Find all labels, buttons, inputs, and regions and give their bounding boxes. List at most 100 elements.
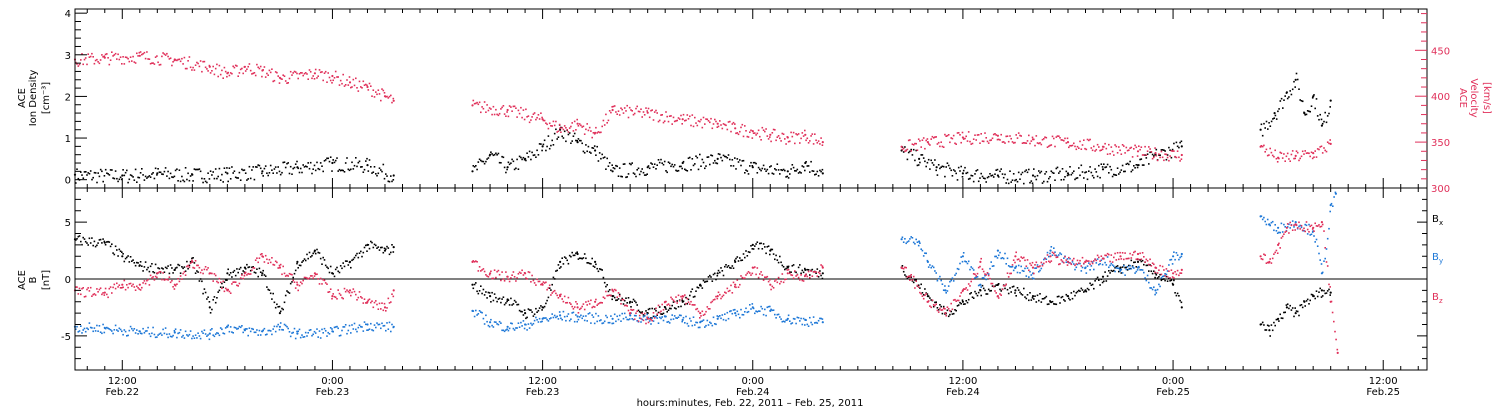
data-point bbox=[719, 293, 721, 296]
data-point bbox=[373, 301, 376, 304]
data-point bbox=[1333, 196, 1335, 198]
data-point bbox=[1026, 294, 1029, 296]
data-point bbox=[573, 132, 576, 135]
time-tick-label: 12:00 bbox=[948, 376, 977, 387]
data-point bbox=[348, 324, 351, 327]
data-point bbox=[224, 70, 227, 73]
sample-point bbox=[699, 283, 702, 286]
data-point bbox=[1135, 266, 1138, 268]
data-point bbox=[88, 322, 91, 324]
data-point bbox=[366, 84, 368, 87]
data-point bbox=[947, 164, 950, 167]
data-point bbox=[637, 110, 640, 113]
data-point bbox=[124, 288, 127, 291]
data-point bbox=[912, 144, 915, 146]
data-point bbox=[490, 270, 492, 273]
data-point bbox=[1321, 223, 1324, 226]
data-point bbox=[1090, 260, 1093, 263]
data-point bbox=[1113, 256, 1115, 259]
data-point bbox=[665, 308, 667, 310]
data-point bbox=[647, 107, 650, 110]
data-point bbox=[542, 119, 545, 122]
data-point bbox=[336, 76, 338, 78]
data-point bbox=[1268, 122, 1270, 124]
data-point bbox=[317, 336, 319, 338]
data-point bbox=[1065, 170, 1068, 173]
sample-point bbox=[611, 108, 614, 112]
data-point bbox=[663, 120, 666, 122]
data-point bbox=[387, 328, 390, 330]
data-point bbox=[99, 168, 102, 171]
data-point bbox=[561, 318, 563, 321]
data-point bbox=[391, 293, 393, 295]
data-point bbox=[385, 248, 387, 250]
data-point bbox=[501, 329, 503, 332]
data-point bbox=[568, 132, 571, 134]
data-point bbox=[1121, 144, 1124, 146]
data-point bbox=[1041, 264, 1044, 267]
data-point bbox=[676, 170, 678, 172]
sample-point bbox=[226, 272, 229, 275]
data-point bbox=[236, 65, 238, 67]
data-point bbox=[597, 303, 600, 305]
data-point bbox=[272, 172, 274, 174]
data-point bbox=[971, 267, 974, 270]
data-point bbox=[492, 277, 495, 280]
data-point bbox=[1148, 281, 1150, 284]
data-point bbox=[747, 173, 750, 175]
data-point bbox=[681, 320, 683, 323]
data-point bbox=[473, 102, 476, 105]
data-point bbox=[1299, 304, 1301, 307]
data-point bbox=[934, 304, 936, 307]
data-point bbox=[1056, 166, 1059, 169]
data-point bbox=[1065, 259, 1068, 261]
data-point bbox=[147, 326, 149, 329]
sample-point bbox=[751, 306, 754, 309]
data-point bbox=[500, 162, 502, 164]
data-point bbox=[83, 171, 86, 173]
data-point bbox=[367, 299, 370, 301]
data-point bbox=[249, 177, 252, 180]
data-point bbox=[739, 130, 741, 133]
data-point bbox=[796, 316, 799, 319]
data-point bbox=[1271, 220, 1274, 223]
data-point bbox=[229, 178, 232, 180]
data-point bbox=[1110, 262, 1113, 265]
data-point bbox=[1044, 297, 1046, 299]
data-point bbox=[955, 272, 957, 275]
data-point bbox=[268, 329, 271, 332]
data-point bbox=[1004, 142, 1006, 144]
data-point bbox=[1272, 118, 1274, 120]
data-point bbox=[613, 296, 616, 299]
data-point bbox=[132, 259, 134, 261]
data-point bbox=[605, 290, 607, 293]
sample-point bbox=[261, 170, 264, 173]
sample-point bbox=[296, 283, 299, 286]
data-point bbox=[390, 301, 392, 303]
data-point bbox=[501, 271, 503, 273]
data-point bbox=[1321, 152, 1324, 154]
data-point bbox=[238, 268, 241, 270]
data-point bbox=[477, 270, 480, 272]
data-point bbox=[370, 240, 372, 243]
sample-point bbox=[208, 306, 211, 309]
sample-point bbox=[944, 312, 947, 315]
data-point bbox=[920, 283, 922, 286]
sample-point bbox=[1329, 99, 1332, 102]
data-point bbox=[919, 242, 921, 244]
data-point bbox=[1290, 224, 1293, 227]
data-point bbox=[1273, 117, 1275, 119]
data-point bbox=[169, 335, 172, 338]
data-point bbox=[1161, 278, 1164, 280]
data-point bbox=[784, 138, 786, 140]
data-point bbox=[1061, 260, 1064, 263]
data-point bbox=[486, 104, 488, 106]
data-point bbox=[521, 158, 523, 161]
data-point bbox=[164, 327, 167, 329]
data-point bbox=[658, 119, 661, 122]
data-point bbox=[237, 327, 239, 330]
velocity-axis-tick-label: 400 bbox=[1431, 92, 1450, 103]
data-point bbox=[284, 294, 287, 297]
data-point bbox=[915, 142, 917, 145]
data-point bbox=[237, 285, 239, 287]
